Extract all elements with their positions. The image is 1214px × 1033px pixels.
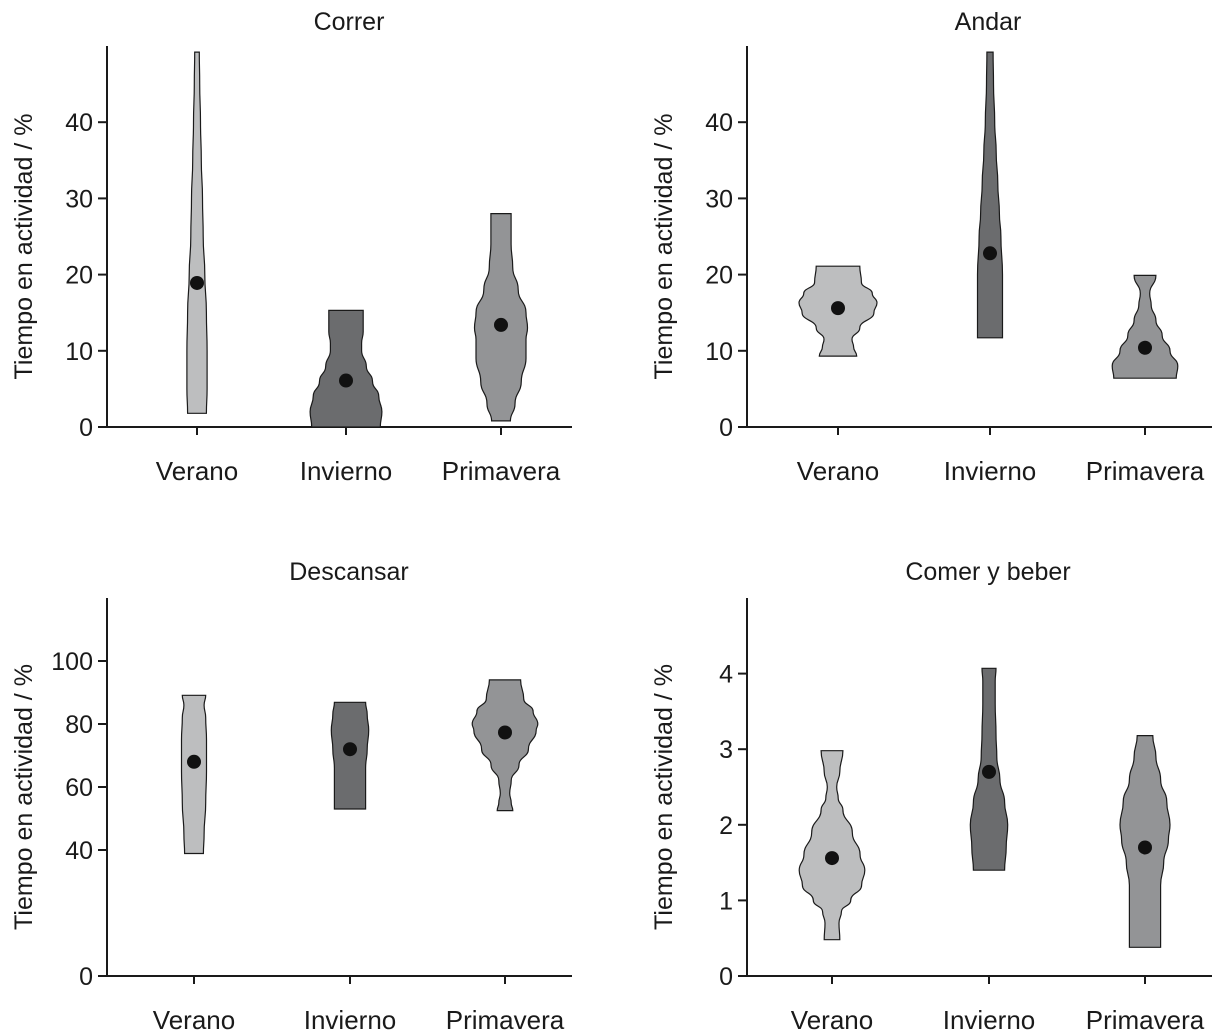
violin-invierno: [976, 51, 1004, 339]
x-tick-label: Invierno: [300, 456, 393, 486]
x-tick-label: Primavera: [442, 456, 561, 486]
y-tick-label: 10: [65, 338, 93, 366]
violin-primavera: [1111, 274, 1179, 379]
chart-panel-3: Comer y beber Tiempo en actividad / % 0 1 2 3…: [650, 558, 1212, 1033]
mean-point-verano: [825, 851, 839, 866]
mean-point-invierno: [343, 742, 357, 757]
y-tick-label: 20: [705, 262, 733, 290]
y-tick-label: 40: [705, 109, 733, 137]
violin-invierno: [309, 309, 383, 428]
y-tick-label: 0: [719, 963, 733, 991]
y-tick-label: 10: [705, 338, 733, 366]
y-tick-label: 0: [79, 414, 93, 442]
y-tick-label: 40: [65, 109, 93, 137]
panel-title: Descansar: [289, 558, 409, 586]
y-tick-label: 80: [65, 711, 93, 739]
y-tick-label: 1: [719, 887, 733, 915]
x-tick-label: Verano: [153, 1005, 235, 1033]
chart-panel-1: Andar Tiempo en actividad / % 0 10 20 30 40 Ver…: [650, 8, 1212, 486]
y-tick-label: 40: [65, 837, 93, 865]
y-tick-label: 0: [719, 414, 733, 442]
y-tick-label: 60: [65, 774, 93, 802]
x-tick-label: Verano: [791, 1005, 873, 1033]
y-tick-label: 3: [719, 736, 733, 764]
panel-title: Andar: [955, 8, 1022, 36]
x-tick-label: Invierno: [944, 456, 1037, 486]
violin-verano: [798, 750, 866, 941]
x-tick-label: Primavera: [1086, 456, 1205, 486]
x-tick-label: Verano: [156, 456, 238, 486]
mean-point-verano: [190, 275, 204, 290]
y-axis-label: Tiempo en actividad / %: [10, 114, 38, 380]
mean-point-primavera: [1138, 840, 1152, 855]
x-tick-label: Primavera: [446, 1005, 565, 1033]
mean-point-verano: [831, 301, 845, 316]
y-axis-label: Tiempo en actividad / %: [650, 114, 678, 380]
violin-verano: [186, 51, 208, 414]
violin-primavera: [473, 213, 529, 422]
mean-point-invierno: [982, 764, 996, 779]
mean-point-invierno: [339, 373, 353, 388]
panel-title: Comer y beber: [905, 558, 1070, 586]
y-axis-label: Tiempo en actividad / %: [10, 664, 38, 930]
chart-panel-2: Descansar Tiempo en actividad / % 0 40 60 80 1…: [10, 558, 572, 1033]
x-tick-label: Primavera: [1086, 1005, 1205, 1033]
panel-title: Correr: [314, 8, 385, 36]
y-tick-label: 20: [65, 262, 93, 290]
x-tick-label: Verano: [797, 456, 879, 486]
chart-panel-0: Correr Tiempo en actividad / % 0 10 20 30 40 Ve…: [10, 8, 572, 486]
mean-point-primavera: [494, 317, 508, 332]
mean-point-invierno: [983, 246, 997, 261]
y-tick-label: 4: [719, 661, 733, 689]
mean-point-verano: [187, 754, 201, 769]
y-tick-label: 0: [79, 963, 93, 991]
y-tick-label: 2: [719, 812, 733, 840]
y-tick-label: 30: [65, 185, 93, 213]
y-axis-label: Tiempo en actividad / %: [650, 664, 678, 930]
y-tick-label: 100: [51, 648, 93, 676]
violin-verano: [180, 694, 208, 855]
y-tick-label: 30: [705, 185, 733, 213]
x-tick-label: Invierno: [943, 1005, 1036, 1033]
violin-primavera: [471, 679, 539, 812]
mean-point-primavera: [498, 725, 512, 740]
x-tick-label: Invierno: [304, 1005, 397, 1033]
mean-point-primavera: [1138, 340, 1152, 355]
